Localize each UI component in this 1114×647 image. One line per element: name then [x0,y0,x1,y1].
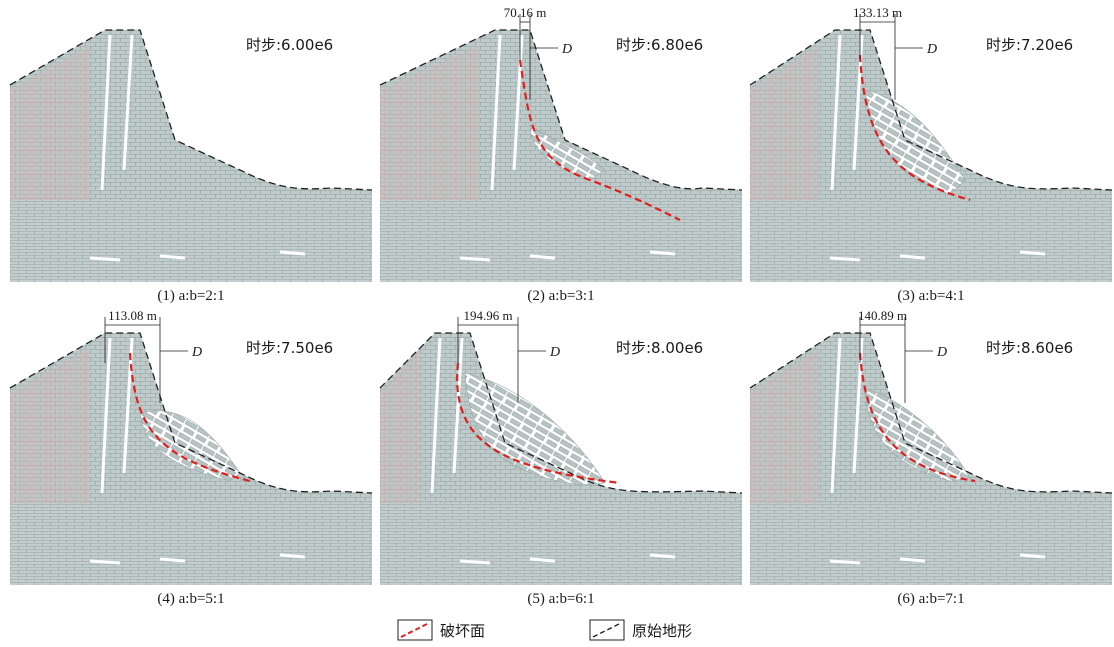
panel-caption: (6) a:b=7:1 [897,591,964,607]
joint-cracks [430,337,464,494]
d-label: D [936,345,947,360]
d-label: D [549,345,560,360]
strata-zone [380,348,420,503]
bedrock [10,503,372,585]
panel-1: 时步:6.00e6 (1) a:b=2:1 [9,29,373,304]
original-terrain-line [379,332,743,494]
panel-2: 70.16 m D 时步:6.80e6 (2) a:b=3:1 [379,5,743,304]
width-label: 133.13 m [853,5,902,20]
legend-failure-line [400,622,430,638]
collapsed-blocks [464,372,606,486]
panel-5: 194.96 m D 时步:8.00e6 (5) a:b=6:1 [379,308,743,607]
legend-failure-label: 破坏面 [440,622,485,640]
legend-terrain-line [592,622,622,638]
time-step-label: 时步:8.00e6 [616,339,703,357]
panel-3: 133.13 m D 时步:7.20e6 (3) a:b=4:1 [749,5,1113,304]
collapsed-blocks [864,387,971,482]
legend-terrain-label: 原始地形 [632,622,692,640]
failure-surface-line [128,352,251,483]
d-label: D [926,42,937,57]
bedrock-cracks [89,553,306,565]
legend: 破坏面 原始地形 [397,619,692,641]
panel-caption: (5) a:b=6:1 [527,591,594,607]
width-label: 140.89 m [858,308,907,323]
bedrock [750,200,1112,282]
failure-surface-line [456,362,621,485]
d-label: D [191,345,202,360]
joint-cracks [100,337,134,494]
bedrock [380,503,742,585]
panel-4: 113.08 m D 时步:7.50e6 (4) a:b=5:1 [9,308,373,607]
legend-failure-box [397,619,433,641]
time-step-label: 时步:7.20e6 [986,36,1073,54]
bedrock-cracks [829,553,1046,565]
strata-zone [10,348,90,503]
width-label: 194.96 m [463,308,512,323]
bedrock-cracks [89,250,306,262]
panel-caption: (2) a:b=3:1 [527,288,594,304]
bedrock [380,200,742,282]
panel-caption: (4) a:b=5:1 [157,591,224,607]
original-terrain-line [749,29,1113,191]
strata-zone [10,45,90,200]
time-step-label: 时步:6.00e6 [246,36,333,54]
strata-zone [380,45,480,200]
bedrock-cracks [829,250,1046,262]
original-terrain-line [749,332,1113,494]
original-terrain-line [379,29,743,191]
failure-surface-line [518,59,681,221]
joint-cracks [830,337,864,494]
width-label: 70.16 m [504,5,547,20]
width-label: 113.08 m [108,308,157,323]
bedrock-cracks [459,553,676,565]
strata-zone [750,348,820,503]
panels-layer: 时步:6.00e6 (1) a:b=2:1 70.16 m D 时步:6.80e6 (2)… [9,5,1113,607]
legend-terrain-box [589,619,625,641]
joint-cracks [100,34,134,191]
joint-cracks [490,34,524,191]
original-terrain-line [9,332,373,494]
time-step-label: 时步:6.80e6 [616,36,703,54]
panel-caption: (1) a:b=2:1 [157,288,224,304]
time-step-label: 时步:7.50e6 [246,339,333,357]
panel-6: 140.89 m D 时步:8.60e6 (6) a:b=7:1 [749,308,1113,607]
legend-original-terrain: 原始地形 [589,619,692,641]
legend-failure-surface: 破坏面 [397,619,485,641]
original-terrain-line [9,29,373,191]
strata-zone [750,45,820,200]
time-step-label: 时步:8.60e6 [986,339,1073,357]
failure-surface-line [858,352,976,483]
bedrock [10,200,372,282]
panel-caption: (3) a:b=4:1 [897,288,964,304]
bedrock-cracks [459,250,676,262]
d-label: D [561,42,572,57]
bedrock [750,503,1112,585]
collapsed-blocks [529,124,606,181]
